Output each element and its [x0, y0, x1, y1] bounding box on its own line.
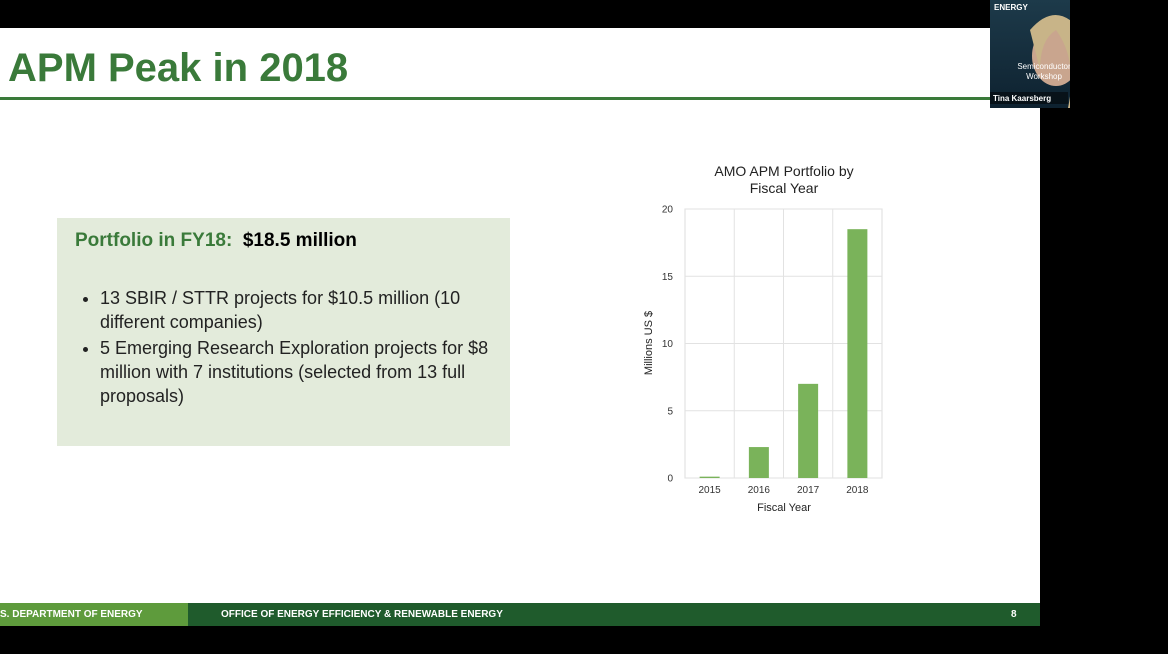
event-text: Workshop [1026, 72, 1062, 81]
page-number: 8 [1011, 609, 1017, 620]
bar [748, 447, 769, 478]
bar [699, 476, 720, 478]
footer-left [0, 603, 188, 626]
video-frame: ENERGY Semiconductor Workshop Tina Kaars… [990, 3, 1070, 108]
heading-label: Portfolio in FY18: [75, 230, 233, 251]
bar [847, 229, 868, 478]
title-rule [0, 97, 990, 100]
heading-value: $18.5 million [242, 230, 357, 251]
footer-left-text: S. DEPARTMENT OF ENERGY [0, 609, 143, 620]
chart-title: AMO APM Portfolio by [714, 163, 853, 179]
bullet: 5 Emerging Research Exploration projects… [100, 336, 510, 408]
chart: AMO APM Portfolio by Fiscal Year Fiscal … [643, 163, 883, 514]
x-tick-label: 2017 [797, 485, 820, 496]
y-tick-label: 10 [662, 339, 674, 350]
y-tick-label: 15 [662, 272, 674, 283]
footer-bar [188, 603, 1040, 626]
bar [798, 383, 819, 478]
video-tile: ENERGY Semiconductor Workshop Tina Kaars… [990, 0, 1070, 108]
x-axis-label: Fiscal Year [757, 502, 811, 514]
y-tick-label: 20 [662, 205, 674, 216]
event-text: Semiconductor [1017, 62, 1070, 71]
bullet: 13 SBIR / STTR projects for $10.5 millio… [100, 286, 510, 334]
speaker-name: Tina Kaarsberg [993, 94, 1051, 103]
summary-box [57, 218, 510, 446]
y-axis-label: Millions US $ [643, 311, 655, 375]
x-tick-label: 2015 [699, 485, 722, 496]
y-tick-label: 5 [667, 406, 673, 417]
y-tick-label: 0 [667, 474, 673, 485]
footer-center-text: OFFICE OF ENERGY EFFICIENCY & RENEWABLE … [221, 609, 503, 620]
bullet-list: 13 SBIR / STTR projects for $10.5 millio… [75, 286, 510, 410]
name-plate [990, 92, 1068, 104]
slide-title: APM Peak in 2018 [8, 46, 349, 90]
chart-title: Fiscal Year [750, 180, 819, 196]
speaker-hair [1030, 15, 1070, 108]
x-tick-label: 2016 [748, 485, 771, 496]
x-tick-label: 2018 [846, 485, 869, 496]
box-heading: Portfolio in FY18: $18.5 million [75, 230, 357, 252]
logo: ENERGY [994, 3, 1028, 12]
